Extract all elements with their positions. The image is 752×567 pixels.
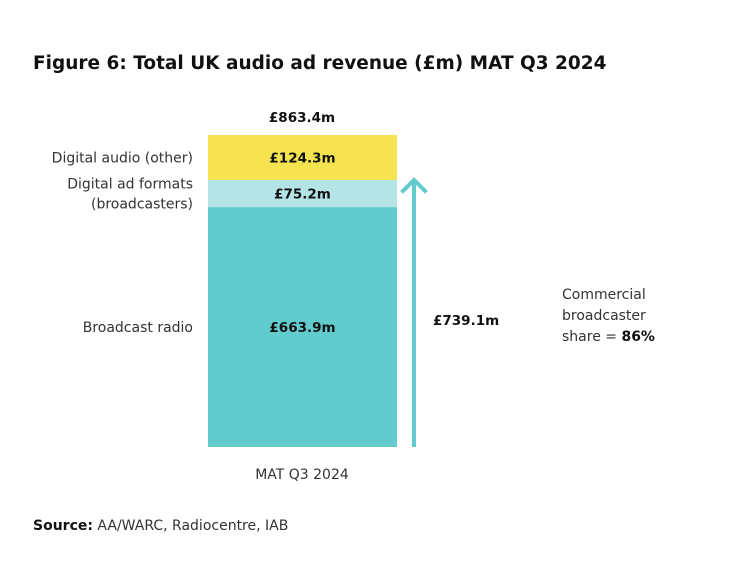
series-label-2-line-0: Digital audio (other) — [52, 150, 193, 166]
total-label: £863.4m — [269, 110, 335, 126]
source-note: Source: AA/WARC, Radiocentre, IAB — [33, 518, 288, 534]
value-label-1: £75.2m — [274, 187, 331, 203]
annotation-line-3: share = 86% — [562, 329, 655, 345]
arrow-head — [400, 177, 428, 194]
category-label: MAT Q3 2024 — [255, 467, 349, 483]
bar-segment-1 — [208, 179, 397, 208]
bar-segment-0 — [208, 207, 397, 447]
annotation-line-2: broadcaster — [562, 308, 646, 324]
bar-segment-2 — [208, 135, 397, 180]
broadcaster-arrow: £739.1m — [400, 177, 499, 447]
chart-title: Figure 6: Total UK audio ad revenue (£m)… — [33, 53, 607, 74]
value-label-2: £124.3m — [269, 150, 335, 166]
share-value: 86% — [621, 329, 655, 345]
source-text: AA/WARC, Radiocentre, IAB — [93, 518, 288, 534]
source-label: Source: — [33, 518, 93, 534]
value-labels: £663.9m £75.2m £124.3m — [269, 150, 335, 336]
annotation-line-1: Commercial — [562, 287, 646, 303]
series-label-1-line-1: (broadcasters) — [91, 197, 193, 213]
bar-stack — [208, 135, 397, 447]
arrow-value-label: £739.1m — [433, 313, 499, 329]
series-label-1-line-0: Digital ad formats — [67, 177, 193, 193]
share-prefix: share = — [562, 329, 621, 345]
value-label-0: £663.9m — [269, 320, 335, 336]
series-label-0-line-0: Broadcast radio — [83, 320, 193, 336]
series-labels: Broadcast radio Digital ad formats (broadc… — [52, 150, 193, 336]
share-annotation: Commercial broadcaster share = 86% — [562, 287, 655, 345]
